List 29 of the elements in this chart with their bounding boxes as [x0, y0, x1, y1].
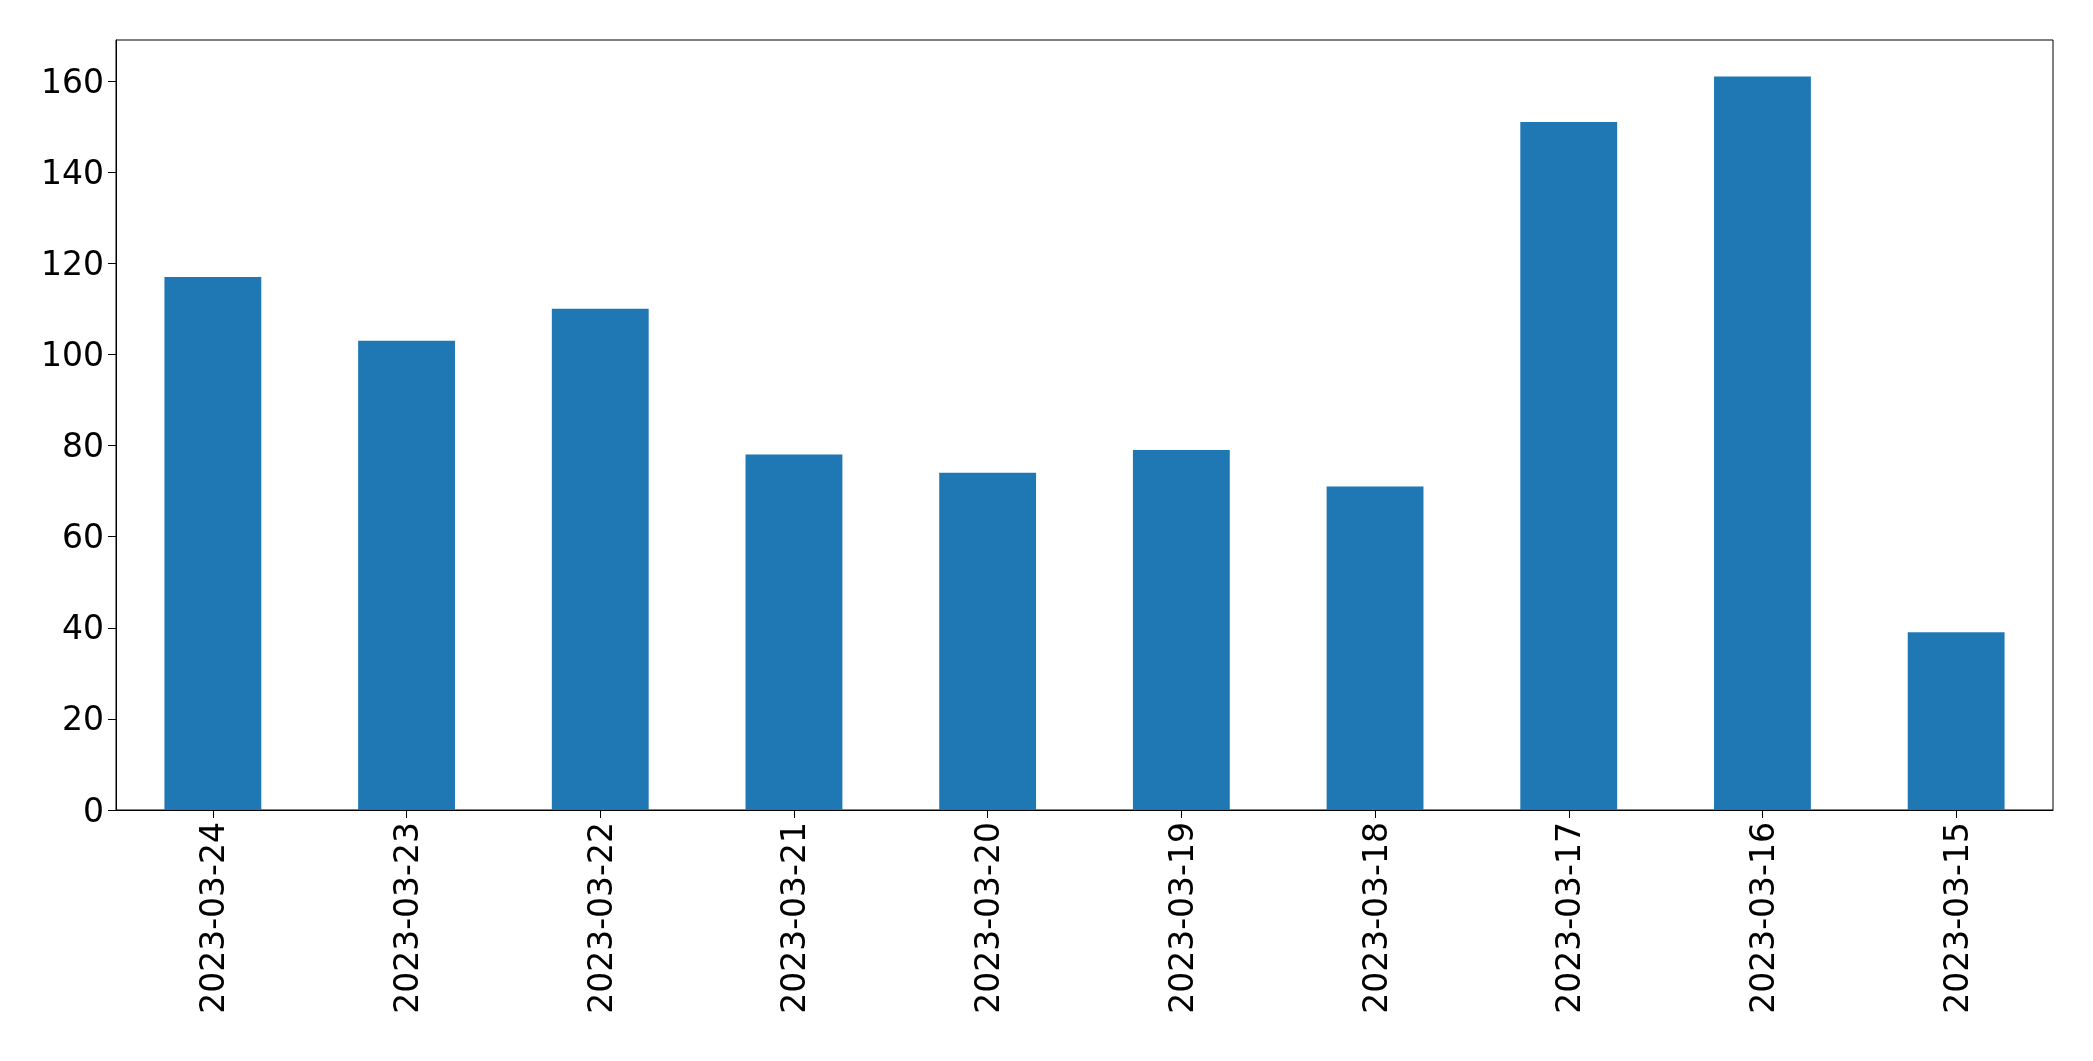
y-tick-label: 0: [83, 790, 104, 830]
bar: [1132, 450, 1230, 810]
bar: [1520, 122, 1618, 810]
y-tick-label: 80: [62, 426, 104, 465]
x-tick-label: 2023-03-24: [193, 822, 233, 1014]
bar: [745, 454, 843, 810]
bar: [1714, 76, 1811, 810]
bar: [358, 340, 455, 810]
y-tick-label: 120: [41, 243, 104, 283]
y-tick-label: 160: [41, 61, 104, 101]
x-tick-label: 2023-03-22: [580, 822, 620, 1014]
x-tick-label: 2023-03-19: [1161, 822, 1201, 1014]
bar: [1907, 632, 2005, 810]
y-tick-label: 40: [62, 608, 104, 648]
bar: [551, 308, 649, 810]
x-tick-label: 2023-03-17: [1549, 822, 1589, 1014]
y-tick-label: 100: [41, 334, 104, 374]
bar: [939, 472, 1037, 810]
y-tick-label: 60: [62, 517, 104, 557]
x-tick-label: 2023-03-21: [774, 822, 814, 1014]
x-tick-label: 2023-03-15: [1936, 822, 1976, 1014]
x-tick-label: 2023-03-23: [387, 822, 427, 1014]
y-tick-label: 140: [41, 152, 104, 192]
x-tick-label: 2023-03-18: [1355, 822, 1395, 1014]
bar: [1326, 486, 1424, 810]
bar: [164, 276, 262, 810]
x-tick-label: 2023-03-20: [968, 822, 1008, 1014]
x-tick-label: 2023-03-16: [1742, 822, 1782, 1014]
y-tick-label: 20: [62, 699, 104, 739]
